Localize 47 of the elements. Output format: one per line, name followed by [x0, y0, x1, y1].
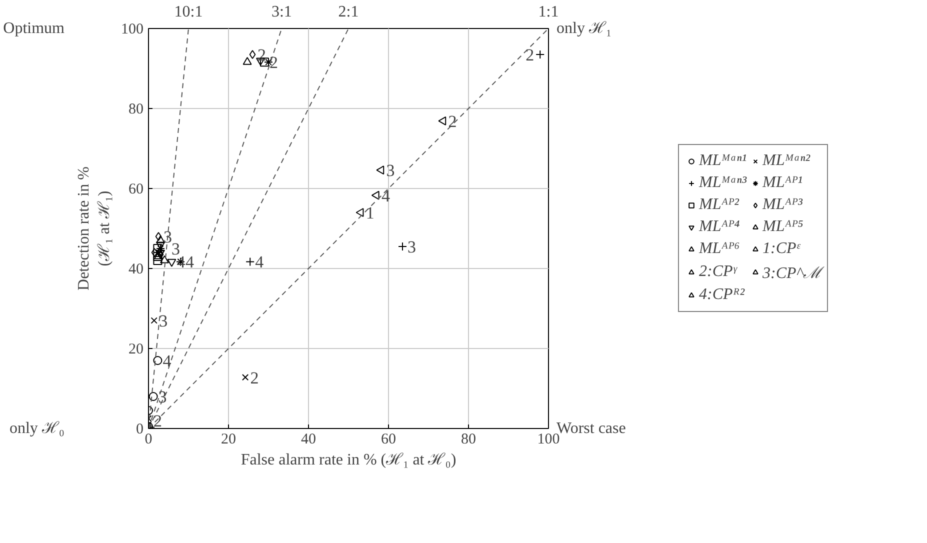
annotation: 2: [250, 368, 259, 388]
legend-label: 4:CPᴿ²: [698, 286, 745, 304]
text: only ℋ₁: [556, 20, 612, 37]
y-tick-label: 0: [136, 422, 144, 438]
annotation: 3: [158, 388, 167, 406]
y-tick-label: 60: [128, 182, 144, 198]
annotation: 3: [408, 238, 416, 256]
legend-label: MLᴹᵃⁿ³: [698, 174, 746, 192]
legend-label: MLᴬᴾ⁶: [698, 240, 740, 258]
legend-label: MLᴬᴾ¹: [762, 174, 802, 192]
legend-label: MLᴹᵃⁿ²: [762, 152, 810, 170]
legend-label: 2:CPᵞ: [698, 262, 736, 280]
annotation: 2: [448, 112, 457, 131]
annotation: 4: [186, 252, 194, 272]
legend-label: MLᴬᴾ³: [762, 196, 802, 214]
x-axis-title: False alarm rate in % (ℋ₁ at ℋ₀): [240, 452, 456, 468]
annotation: 2: [526, 46, 534, 64]
y-tick-label: 20: [128, 342, 144, 358]
x-tick-label: 40: [301, 432, 316, 448]
legend-label: MLᴬᴾ²: [698, 196, 739, 214]
text: only ℋ₀: [9, 420, 65, 437]
legend-label: MLᴹᵃⁿ¹: [698, 152, 746, 170]
series-label: 1:1: [538, 4, 559, 20]
series-label: 10:1: [174, 4, 203, 20]
y-tick-label: 40: [128, 262, 144, 278]
annotation: 3: [164, 228, 172, 246]
annotation: 3: [386, 161, 395, 180]
annotation: 2: [270, 53, 278, 72]
annotation: 4: [162, 352, 172, 370]
legend-label: 1:CPᵋ: [762, 240, 800, 258]
annotation: 4: [255, 252, 264, 272]
y-axis-title: Detection rate in % (ℋ₁ at ℋ₁): [76, 166, 113, 290]
legend-label: MLᴬᴾ⁴: [698, 218, 740, 236]
series-label: 2:1: [338, 4, 359, 20]
annotation: 4: [382, 186, 390, 206]
y-tick-label: 80: [128, 102, 144, 118]
x-tick-label: 100: [537, 432, 560, 448]
x-tick-label: 80: [461, 432, 476, 448]
legend-label: MLᴬᴾ⁵: [762, 218, 804, 236]
text: Optimum: [3, 20, 66, 37]
series-label: 3:1: [271, 4, 292, 20]
annotation: 3: [159, 312, 168, 330]
annotation: 3: [172, 240, 180, 258]
annotation: 1: [366, 204, 374, 222]
y-tick-label: 100: [121, 22, 144, 38]
x-tick-label: 60: [381, 432, 396, 448]
x-tick-label: 20: [221, 432, 236, 448]
